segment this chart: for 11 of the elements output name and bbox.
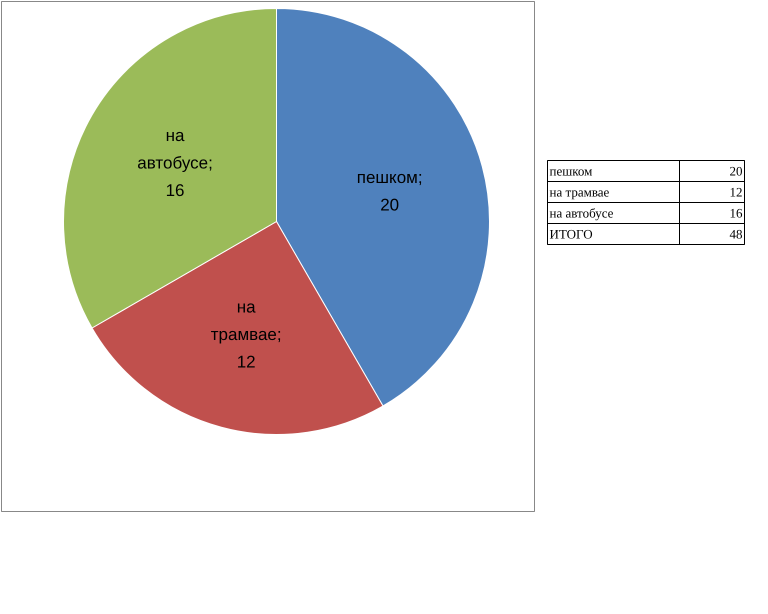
text: 20: [730, 164, 742, 178]
text: пешком: [550, 164, 592, 178]
text: 48: [730, 226, 742, 242]
text: ИТОГО: [550, 226, 593, 242]
text: 16: [730, 206, 743, 220]
data-label: на трамвае; 12: [210, 298, 282, 372]
data-label: на автобусе; 16: [137, 126, 213, 200]
text: 12: [730, 184, 742, 200]
text: на трамвае: [550, 184, 610, 200]
text: на автобусе: [550, 206, 614, 220]
data-label: пешком; 20: [356, 168, 423, 214]
